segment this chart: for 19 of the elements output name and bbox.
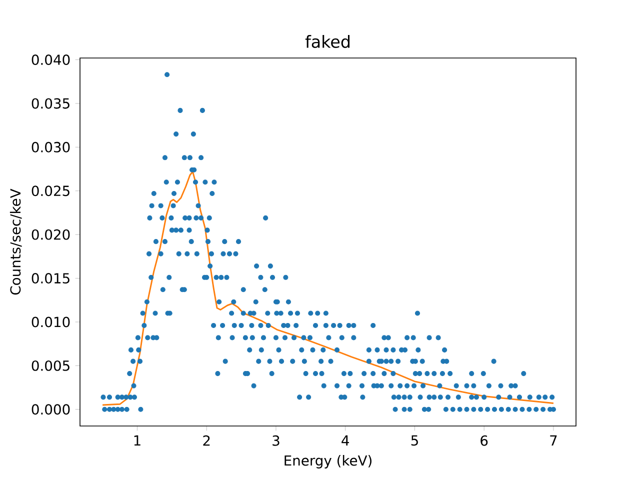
y-tick-label: 0.040: [32, 54, 70, 65]
x-tick-label: 1: [134, 435, 140, 446]
y-tick-label: 0.030: [32, 142, 70, 152]
x-axis-title: Energy (keV): [284, 455, 372, 468]
y-tick-label: 0.025: [32, 186, 70, 196]
chart-title: faked: [305, 35, 350, 48]
x-tick-label: 3: [272, 435, 280, 446]
x-tick-label: 7: [550, 435, 557, 446]
y-tick-label: 0.010: [32, 316, 70, 328]
y-axis-title: Counts/sec/keV: [10, 188, 22, 295]
y-tick-label: 0.015: [32, 273, 70, 284]
y-tick-label: 0.035: [32, 98, 70, 109]
x-tick-label: 6: [480, 435, 488, 446]
y-tick-label: 0.005: [32, 360, 70, 371]
y-tick-label: 0.020: [32, 229, 70, 240]
x-tick-label: 2: [203, 435, 210, 446]
y-tick-label: 0.000: [32, 404, 70, 415]
x-tick-label: 4: [342, 435, 349, 446]
x-tick-label: 5: [411, 435, 418, 446]
